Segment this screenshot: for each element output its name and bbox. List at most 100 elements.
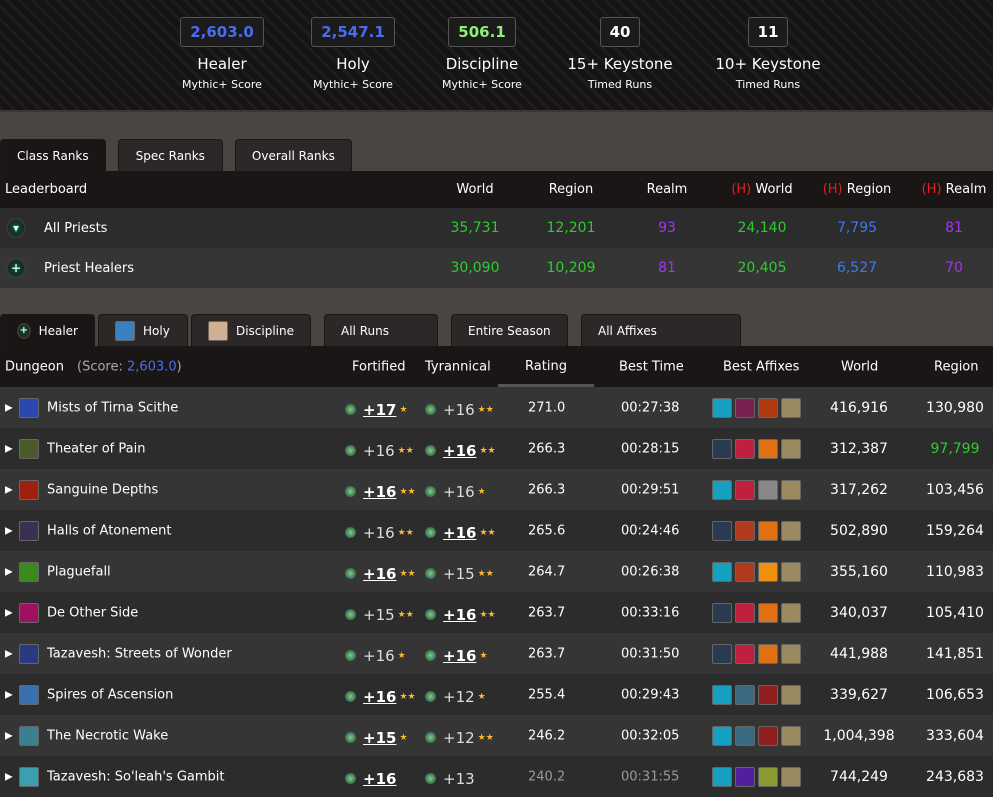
affix-icon (712, 561, 732, 582)
tab-discipline[interactable]: Discipline (191, 314, 311, 346)
expand-arrow-icon[interactable]: ▶ (5, 484, 13, 495)
affix-icon (781, 438, 801, 459)
stat-subtitle: Timed Runs (735, 78, 801, 91)
discipline-spec-icon (208, 320, 228, 341)
dungeon-row[interactable]: ▶ Sanguine Depths +16 ★★ +16 ★ 266.3 00:29… (0, 469, 993, 510)
leaderboard-name[interactable]: All Priests (44, 220, 108, 236)
rank-value[interactable]: 6,527 (836, 260, 878, 276)
leaderboard-name[interactable]: Priest Healers (44, 260, 135, 276)
tab-overall-ranks[interactable]: Overall Ranks (234, 139, 352, 171)
rank-value[interactable]: 81 (658, 260, 676, 276)
upgrade-stars-icon: ★ (399, 732, 408, 743)
col-tyrannical[interactable]: Tyrannical (425, 359, 491, 374)
dungeon-name[interactable]: Spires of Ascension (47, 687, 174, 702)
dungeon-row[interactable]: ▶ Plaguefall +16 ★★ +15 ★★ 264.7 00:26:38 … (0, 551, 993, 592)
dungeon-name[interactable]: Plaguefall (47, 564, 111, 579)
col-header: Realm (617, 182, 717, 197)
best-time: 00:29:51 (621, 482, 680, 497)
dungeon-name[interactable]: Sanguine Depths (47, 482, 159, 497)
healer-role-icon (345, 568, 356, 580)
dungeon-table: Dungeon (Score: 2,603.0) Fortified Tyran… (0, 346, 993, 797)
expand-arrow-icon[interactable]: ▶ (5, 648, 13, 659)
keystone-tyr: +16 ★★ (425, 524, 496, 542)
dungeon-row[interactable]: ▶ Theater of Pain +16 ★★ +16 ★★ 266.3 00:2… (0, 428, 993, 469)
col-rating[interactable]: Rating (498, 346, 594, 387)
tab-class-ranks[interactable]: Class Ranks (0, 139, 106, 171)
keystone-level: +16 (443, 482, 475, 501)
col-label: Realm (646, 182, 688, 197)
affix-icon (758, 602, 778, 623)
dungeon-row[interactable]: ▶ Mists of Tirna Scithe +17 ★ +16 ★★ 271.0… (0, 387, 993, 428)
rank-value[interactable]: 24,140 (737, 220, 787, 236)
dungeon-name[interactable]: The Necrotic Wake (47, 728, 169, 743)
keystone-tyr: +12 ★ (425, 688, 486, 706)
rank-value[interactable]: 20,405 (737, 260, 787, 276)
affix-icon (712, 397, 732, 418)
dungeon-name[interactable]: Mists of Tirna Scithe (47, 400, 179, 415)
rank-value[interactable]: 93 (658, 220, 676, 236)
dungeon-row[interactable]: ▶ Tazavesh: Streets of Wonder +16 ★ +16 ★ … (0, 633, 993, 674)
tab-all-affixes[interactable]: All Affixes (581, 314, 741, 346)
affix-icon (735, 602, 755, 623)
tab-all-runs[interactable]: All Runs (324, 314, 438, 346)
expand-arrow-icon[interactable]: ▶ (5, 689, 13, 700)
keystone-level: +16 (363, 482, 397, 501)
tab-spec-ranks[interactable]: Spec Ranks (117, 139, 223, 171)
dungeon-row[interactable]: ▶ Tazavesh: So'leah's Gambit +16 +13 240… (0, 756, 993, 797)
tab-entire-season[interactable]: Entire Season (451, 314, 568, 346)
dungeon-name[interactable]: Halls of Atonement (47, 523, 172, 538)
best-affixes (712, 479, 804, 500)
expand-arrow-icon[interactable]: ▶ (5, 730, 13, 741)
keystone-tyr: +16 ★★ (425, 442, 496, 460)
stat-subtitle: Mythic+ Score (442, 78, 522, 91)
expand-arrow-icon[interactable]: ▶ (5, 566, 13, 577)
affix-icon (712, 684, 732, 705)
dungeon-name[interactable]: Tazavesh: Streets of Wonder (47, 646, 232, 661)
affix-icon (712, 520, 732, 541)
stat-value: 40 (599, 17, 641, 47)
dungeon-row[interactable]: ▶ Halls of Atonement +16 ★★ +16 ★★ 265.6 0… (0, 510, 993, 551)
stat-3: 40 15+ Keystone Timed Runs (550, 17, 690, 91)
rank-value[interactable]: 81 (945, 220, 963, 236)
score-close: ) (176, 359, 182, 374)
dungeon-row[interactable]: ▶ The Necrotic Wake +15 ★ +12 ★★ 246.2 00:… (0, 715, 993, 756)
dungeon-row[interactable]: ▶ De Other Side +15 ★★ +16 ★★ 263.7 00:33:… (0, 592, 993, 633)
healer-role-icon (425, 691, 436, 703)
upgrade-stars-icon: ★ (477, 691, 486, 702)
expand-arrow-icon[interactable]: ▶ (5, 402, 13, 413)
expand-arrow-icon[interactable]: ▶ (5, 771, 13, 782)
col-dungeon[interactable]: Dungeon (5, 359, 64, 374)
affix-icon (758, 766, 778, 787)
col-fortified[interactable]: Fortified (352, 359, 406, 374)
expand-arrow-icon[interactable]: ▶ (5, 607, 13, 618)
region-rank: 130,980 (926, 399, 984, 416)
tab-holy[interactable]: Holy (98, 314, 188, 346)
dungeon-name[interactable]: Tazavesh: So'leah's Gambit (47, 769, 225, 784)
dungeon-name[interactable]: De Other Side (47, 605, 139, 620)
rank-value[interactable]: 7,795 (836, 220, 878, 236)
rank-value[interactable]: 12,201 (546, 220, 596, 236)
tab-healer[interactable]: + Healer (0, 314, 95, 346)
world-rank: 339,627 (830, 686, 888, 703)
col-best-time[interactable]: Best Time (619, 359, 684, 374)
dungeon-name[interactable]: Theater of Pain (47, 441, 146, 456)
keystone-level: +16 (443, 646, 477, 665)
col-world[interactable]: World (841, 359, 879, 374)
col-region[interactable]: Region (934, 359, 979, 374)
rank-value[interactable]: 70 (945, 260, 963, 276)
rank-value[interactable]: 30,090 (450, 260, 500, 276)
priest-class-icon: ▾ (6, 218, 26, 238)
dungeon-row[interactable]: ▶ Spires of Ascension +16 ★★ +12 ★ 255.4 0… (0, 674, 993, 715)
score-summary: (Score: 2,603.0) (77, 359, 182, 374)
region-rank: 333,604 (926, 727, 984, 744)
keystone-level: +13 (443, 769, 475, 788)
expand-arrow-icon[interactable]: ▶ (5, 443, 13, 454)
keystone-level: +16 (363, 687, 397, 706)
keystone-fort: +16 ★★ (345, 565, 416, 583)
rank-value[interactable]: 10,209 (546, 260, 596, 276)
col-label: Region (548, 182, 594, 197)
rank-value[interactable]: 35,731 (450, 220, 500, 236)
upgrade-stars-icon: ★★ (399, 691, 416, 702)
affix-icon (758, 684, 778, 705)
expand-arrow-icon[interactable]: ▶ (5, 525, 13, 536)
